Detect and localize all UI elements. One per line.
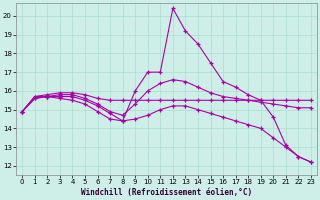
X-axis label: Windchill (Refroidissement éolien,°C): Windchill (Refroidissement éolien,°C) bbox=[81, 188, 252, 197]
